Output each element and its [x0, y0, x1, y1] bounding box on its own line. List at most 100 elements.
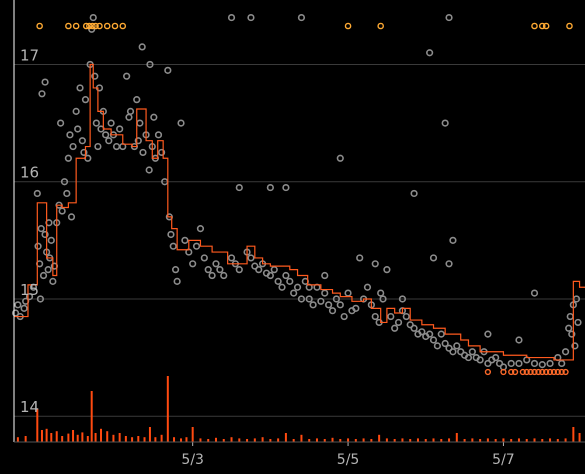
data-point: [278, 283, 286, 291]
volume-bar: [191, 427, 194, 442]
data-point: [204, 266, 212, 274]
volume-bar: [315, 438, 318, 442]
y-tick-label: 16: [20, 164, 39, 182]
data-point: [171, 266, 180, 274]
data-point: [158, 148, 166, 157]
volume-bar: [106, 431, 109, 442]
volume-bar: [409, 439, 412, 442]
volume-bar: [16, 437, 19, 442]
x-tick-label: 5/7: [492, 452, 515, 468]
data-point: [402, 312, 410, 321]
data-point: [177, 119, 185, 127]
data-point: [41, 230, 49, 239]
low-marker: [546, 368, 554, 376]
data-point: [94, 142, 102, 151]
data-point: [38, 90, 46, 98]
data-point: [274, 277, 282, 285]
volume-bar: [61, 436, 64, 442]
volume-bar: [269, 439, 272, 442]
data-point: [49, 277, 57, 285]
data-point: [60, 178, 69, 186]
data-point: [34, 242, 42, 250]
data-point: [247, 254, 255, 262]
data-point: [394, 318, 403, 327]
data-point: [484, 330, 492, 338]
data-point: [379, 295, 387, 303]
volume-bar: [440, 439, 443, 442]
volume-bar: [339, 439, 342, 442]
top-marker: [65, 22, 72, 30]
data-point: [107, 119, 115, 127]
data-point: [196, 225, 205, 233]
data-point: [173, 277, 181, 285]
volume-bar: [185, 437, 188, 442]
data-point: [468, 348, 476, 356]
volume-bar: [463, 439, 466, 442]
data-point: [74, 125, 82, 133]
data-point: [445, 260, 453, 268]
low-marker: [523, 368, 530, 376]
volume-bar: [479, 439, 482, 442]
volume-bar: [199, 438, 202, 442]
data-point: [418, 328, 426, 336]
volume-bar: [81, 432, 84, 442]
data-point: [39, 271, 48, 280]
volume-bar: [549, 438, 552, 442]
top-marker: [82, 22, 90, 30]
volume-bar: [432, 438, 435, 442]
y-tick-label: 15: [20, 281, 39, 299]
data-point: [476, 356, 484, 364]
volume-bar: [238, 438, 241, 442]
data-point: [125, 113, 133, 121]
top-marker: [377, 22, 384, 30]
data-point: [164, 66, 172, 74]
data-point: [91, 72, 99, 80]
data-point: [410, 324, 418, 332]
data-point: [495, 359, 504, 368]
data-point: [150, 113, 158, 121]
volume-bar: [160, 434, 163, 442]
data-point: [515, 336, 523, 344]
data-point: [33, 189, 41, 198]
volume-bar: [100, 428, 103, 442]
data-point: [286, 277, 294, 285]
volume-bar: [416, 438, 419, 442]
volume-bar: [277, 438, 280, 442]
data-point: [317, 297, 325, 305]
low-marker: [531, 368, 538, 376]
volume-bar: [40, 430, 43, 442]
data-point: [561, 348, 570, 356]
data-point: [391, 324, 399, 332]
data-point: [453, 342, 461, 350]
grid-layer: [14, 63, 585, 417]
data-point: [297, 295, 306, 303]
volume-bar: [300, 434, 303, 442]
data-point: [146, 60, 154, 69]
volume-bar: [525, 439, 528, 442]
top-marker: [103, 22, 111, 30]
volume-bar: [471, 438, 474, 442]
top-marker: [92, 22, 99, 30]
data-point: [429, 254, 438, 262]
volume-bar: [124, 436, 127, 442]
data-point: [116, 125, 124, 133]
data-point: [429, 336, 438, 344]
data-point: [25, 293, 34, 301]
data-point: [200, 254, 208, 262]
volume-bar: [510, 439, 513, 442]
axis-layer: [13, 0, 585, 446]
data-point: [297, 13, 306, 22]
data-point: [139, 148, 147, 157]
volume-bar: [246, 439, 249, 442]
data-point: [189, 260, 197, 268]
data-point: [266, 183, 274, 192]
data-point: [538, 361, 546, 369]
volume-bar: [533, 438, 536, 442]
volume-bar: [214, 437, 217, 442]
x-tick-label: 5/5: [337, 452, 360, 468]
data-point: [571, 342, 579, 350]
volume-bar: [323, 439, 326, 442]
volume-bar: [143, 437, 146, 442]
data-point: [89, 13, 97, 22]
data-point: [293, 283, 302, 291]
